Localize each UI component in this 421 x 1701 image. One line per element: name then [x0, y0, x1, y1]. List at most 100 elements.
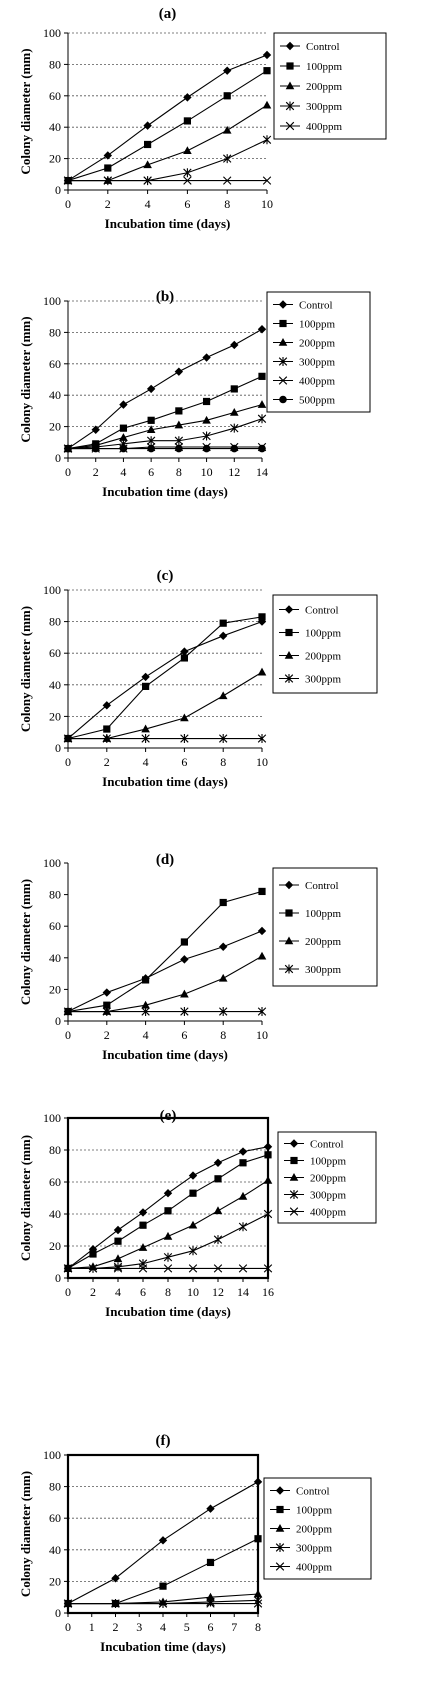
y-tick-label: 100 [43, 583, 61, 597]
series-line [67, 621, 263, 739]
legend-marker [284, 651, 294, 659]
chart-panel-3: (d) 0 20 40 60 80 100 0 2 4 6 8 10 Incubation time (d… [18, 852, 378, 1062]
data-point [139, 1221, 147, 1229]
data-point [230, 385, 238, 393]
legend-marker [289, 1207, 299, 1216]
data-point [119, 400, 128, 409]
data-point [113, 1254, 123, 1263]
data-point [218, 691, 228, 700]
data-point [143, 176, 152, 185]
data-point [253, 1477, 263, 1487]
data-point [213, 1158, 223, 1167]
x-tick-label: 0 [65, 1028, 71, 1042]
data-point [223, 176, 232, 185]
y-axis-label: Colony diameter (mm) [18, 606, 33, 732]
data-point [142, 682, 150, 690]
y-tick-label: 20 [49, 1239, 61, 1253]
x-tick-label: 4 [145, 197, 151, 211]
legend-label: 300ppm [299, 357, 336, 369]
data-point [180, 955, 189, 964]
y-axis-label: Colony diameter (mm) [18, 316, 33, 442]
data-point [202, 415, 211, 424]
data-point [188, 1246, 198, 1256]
data-point [103, 151, 112, 160]
legend-label: 400ppm [310, 1207, 347, 1219]
legend: Control 100ppm 200ppm 300ppm [272, 867, 378, 987]
x-tick-label: 2 [104, 755, 110, 769]
y-tick-label: 40 [49, 951, 61, 965]
series-200ppm [63, 100, 272, 184]
series-line [68, 104, 268, 182]
data-point [89, 1250, 97, 1258]
y-tick-label: 20 [49, 152, 61, 166]
data-point [180, 989, 189, 998]
data-point [219, 619, 227, 627]
data-point [257, 400, 267, 408]
data-point [263, 1142, 273, 1151]
x-tick-label: 2 [93, 465, 99, 479]
x-tick-label: 4 [160, 1620, 166, 1634]
data-point [63, 176, 73, 185]
x-tick-label: 5 [184, 1620, 190, 1634]
data-point [219, 898, 227, 907]
x-tick-label: 6 [140, 1285, 146, 1299]
x-tick-label: 10 [261, 197, 273, 211]
y-tick-label: 80 [49, 615, 61, 629]
legend-label: 100ppm [306, 61, 343, 73]
chart-title: (e) [160, 1108, 177, 1124]
legend-label: 400ppm [306, 121, 343, 133]
chart-title: (a) [159, 6, 177, 22]
y-tick-label: 0 [55, 1014, 61, 1028]
series-300ppm [63, 1007, 267, 1017]
y-tick-label: 80 [49, 325, 61, 339]
legend-label: 200ppm [306, 81, 343, 93]
y-tick-label: 60 [49, 919, 61, 933]
legend-label: 300ppm [306, 101, 343, 113]
data-point [263, 1264, 273, 1273]
x-tick-label: 6 [181, 1028, 187, 1042]
series-500ppm [64, 444, 266, 453]
x-tick-label: 8 [255, 1620, 261, 1634]
data-point [104, 164, 112, 172]
data-point [113, 1264, 123, 1273]
legend-label: 100ppm [305, 908, 342, 920]
legend-marker [289, 1173, 299, 1181]
data-point [146, 425, 156, 434]
data-point [103, 176, 112, 185]
data-point [180, 647, 189, 656]
data-point [138, 1243, 148, 1251]
data-point [238, 1147, 248, 1156]
data-point [223, 66, 232, 75]
y-tick-label: 100 [43, 856, 61, 870]
y-tick-label: 80 [49, 888, 61, 902]
data-point [254, 1535, 262, 1543]
data-point [183, 176, 192, 185]
x-tick-label: 4 [120, 465, 126, 479]
series-300ppm [63, 135, 272, 186]
data-point [158, 1536, 168, 1545]
x-axis-label: Incubation time (days) [102, 774, 228, 789]
series-300ppm [63, 734, 267, 744]
x-tick-label: 8 [224, 197, 230, 211]
data-point [163, 1264, 173, 1273]
y-tick-label: 80 [49, 57, 61, 71]
y-tick-label: 60 [49, 1175, 61, 1189]
legend-marker [278, 338, 288, 346]
data-point [223, 154, 232, 164]
data-point [180, 734, 189, 744]
y-tick-label: 0 [55, 741, 61, 755]
data-point [142, 976, 150, 984]
legend-label: 400ppm [299, 376, 336, 388]
legend-marker [284, 605, 294, 614]
data-point [102, 701, 111, 710]
y-tick-label: 100 [43, 1448, 61, 1462]
legend-label: 200ppm [305, 651, 342, 663]
data-point [206, 1558, 215, 1567]
legend-label: 100ppm [310, 1156, 347, 1168]
x-tick-label: 1 [89, 1620, 95, 1634]
y-axis-label: Colony diameter (mm) [18, 879, 33, 1005]
data-point [102, 988, 111, 997]
x-tick-label: 6 [148, 465, 154, 479]
legend-label: 200ppm [305, 936, 342, 948]
legend-marker [276, 1505, 284, 1514]
